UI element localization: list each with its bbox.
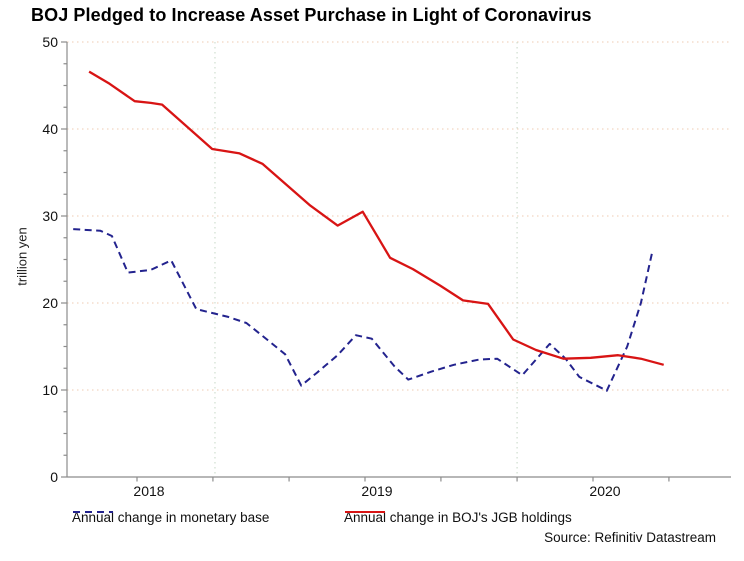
legend-label-monetary-base: Annual change in monetary base xyxy=(72,510,270,525)
x-year-label: 2019 xyxy=(361,483,392,499)
y-tick-label: 40 xyxy=(42,121,58,137)
dashed-line-sample-icon xyxy=(73,511,113,513)
solid-line-sample-icon xyxy=(345,511,385,513)
y-tick-label: 0 xyxy=(50,469,58,485)
chart-title: BOJ Pledged to Increase Asset Purchase i… xyxy=(31,5,592,25)
series-line-monetary-base xyxy=(73,228,654,392)
legend-item-monetary-base: Annual change in monetary base xyxy=(72,509,269,526)
series-line-jgb-holdings xyxy=(88,70,664,366)
y-tick-label: 10 xyxy=(42,382,58,398)
y-tick-label: 20 xyxy=(42,295,58,311)
source-note: Source: Refinitiv Datastream xyxy=(544,530,716,545)
x-year-label: 2020 xyxy=(589,483,620,499)
legend-item-jgb-holdings: Annual change in BOJ's JGB holdings xyxy=(344,509,572,526)
legend-label-jgb-holdings: Annual change in BOJ's JGB holdings xyxy=(344,510,572,525)
x-year-label: 2018 xyxy=(133,483,164,499)
y-tick-label: 30 xyxy=(42,208,58,224)
y-tick-label: 50 xyxy=(42,34,58,50)
